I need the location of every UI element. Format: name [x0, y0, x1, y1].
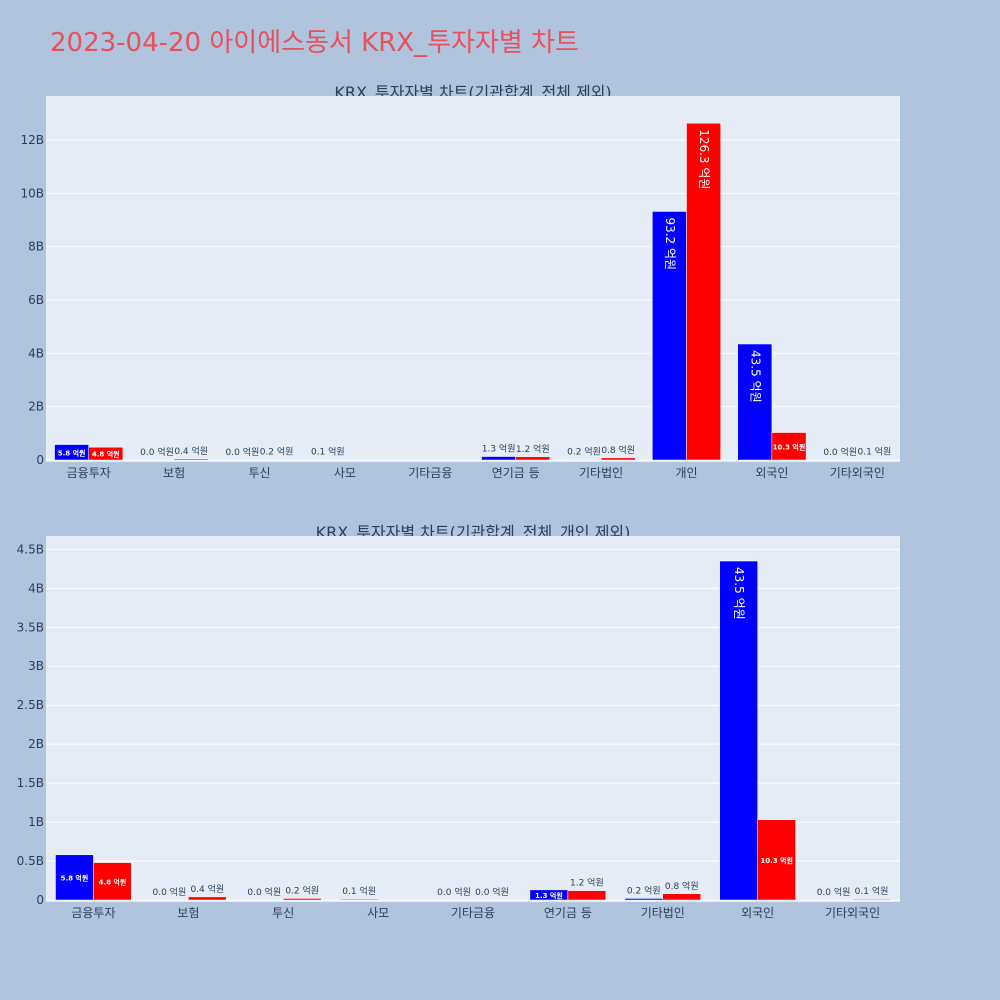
- x-tick-label: 사모: [334, 466, 356, 480]
- value-label: 0.4 억원: [190, 883, 224, 895]
- y-tick-label: 2.5B: [17, 698, 44, 712]
- y-tick-label: 3B: [28, 659, 44, 673]
- y-tick-label: 1.5B: [17, 776, 44, 790]
- value-label: 1.3 억원: [535, 891, 563, 900]
- value-label: 43.5 억원: [748, 350, 762, 403]
- value-label: 93.2 억원: [663, 217, 677, 270]
- x-tick-label: 연기금 등: [544, 906, 592, 920]
- x-tick-label: 금융투자: [67, 466, 111, 480]
- bar: [662, 893, 701, 901]
- x-tick-label: 기타외국인: [830, 466, 885, 480]
- value-label: 10.3 억원: [760, 856, 793, 865]
- value-label: 0.1 억원: [855, 885, 889, 897]
- y-tick-label: 10B: [20, 186, 44, 200]
- y-tick-label: 0: [36, 893, 44, 907]
- value-label: 0.2 억원: [627, 884, 661, 896]
- x-tick-label: 보험: [163, 466, 185, 480]
- value-label: 126.3 억원: [697, 129, 711, 189]
- value-label: 10.3 억원: [773, 442, 806, 451]
- x-tick-label: 기타금융: [451, 906, 495, 920]
- y-tick-label: 4B: [28, 346, 44, 360]
- value-label: 0.0 억원: [823, 446, 857, 458]
- value-label: 0.0 억원: [437, 886, 471, 898]
- bar: [93, 862, 132, 901]
- bar: [600, 457, 636, 461]
- bar: [624, 898, 664, 901]
- bar: [757, 819, 796, 901]
- value-label: 0.4 억원: [174, 445, 208, 457]
- bar: [173, 458, 209, 461]
- x-tick-label: 금융투자: [71, 906, 115, 920]
- value-label: 0.8 억원: [601, 444, 635, 456]
- bar: [567, 890, 607, 901]
- y-tick-label: 6B: [28, 293, 44, 307]
- value-label: 4.8 억원: [99, 877, 127, 886]
- x-tick-label: 개인: [675, 466, 697, 480]
- bar: [719, 560, 758, 901]
- x-tick-label: 기타외국인: [825, 906, 880, 920]
- value-label: 5.8 억원: [61, 873, 89, 882]
- y-tick-label: 1B: [28, 815, 44, 829]
- y-tick-label: 12B: [20, 133, 44, 147]
- y-tick-label: 4B: [28, 581, 44, 595]
- value-label: 0.0 억원: [817, 886, 851, 898]
- bar: [188, 896, 227, 901]
- value-label: 0.0 억원: [152, 886, 186, 898]
- page-title: 2023-04-20 아이에스동서 KRX_투자자별 차트: [50, 28, 579, 58]
- y-tick-label: 8B: [28, 240, 44, 254]
- bar: [282, 898, 322, 901]
- value-label: 0.0 억원: [140, 446, 174, 458]
- bar: [566, 459, 602, 461]
- y-tick-label: 4.5B: [17, 542, 44, 556]
- y-tick-label: 2B: [28, 400, 44, 414]
- y-tick-label: 0.5B: [17, 854, 44, 868]
- bar: [339, 898, 379, 901]
- value-label: 5.8 억원: [58, 448, 86, 457]
- bar: [481, 456, 516, 461]
- y-tick-label: 3.5B: [17, 620, 44, 634]
- bar: [686, 122, 721, 461]
- x-tick-label: 사모: [367, 906, 389, 920]
- bar: [771, 432, 807, 461]
- y-tick-label: 0: [36, 453, 44, 467]
- bar: [88, 446, 124, 461]
- x-tick-label: 투신: [272, 906, 294, 920]
- value-label: 0.2 억원: [260, 445, 294, 457]
- value-label: 0.2 억원: [285, 884, 319, 896]
- value-label: 0.1 억원: [342, 885, 376, 897]
- value-label: 0.1 억원: [858, 446, 892, 458]
- x-tick-label: 연기금 등: [492, 466, 540, 480]
- value-label: 0.2 억원: [567, 445, 601, 457]
- x-tick-label: 기타법인: [641, 906, 685, 920]
- value-label: 0.0 억원: [226, 446, 260, 458]
- value-label: 0.0 억원: [475, 886, 509, 898]
- value-label: 1.2 억원: [570, 877, 604, 889]
- x-tick-label: 투신: [248, 466, 270, 480]
- x-tick-label: 외국인: [755, 466, 788, 480]
- bar: [652, 211, 687, 461]
- value-label: 0.8 억원: [665, 880, 699, 892]
- value-label: 1.2 억원: [516, 443, 550, 455]
- value-label: 43.5 억원: [732, 567, 746, 620]
- value-label: 0.1 억원: [311, 446, 345, 458]
- value-label: 0.0 억원: [247, 886, 281, 898]
- chart-panel-2: 0 0.5B 1B 1.5B 2B 2.5B 3B 3.5B 4B 4.5B 금융투자 5.8 억원 4…: [17, 536, 900, 920]
- bar: [737, 343, 773, 461]
- x-tick-label: 기타금융: [408, 466, 452, 480]
- value-label: 1.3 억원: [482, 443, 516, 455]
- x-tick-label: 외국인: [741, 906, 774, 920]
- y-tick-label: 2B: [28, 737, 44, 751]
- value-label: 4.8 억원: [92, 450, 120, 459]
- x-tick-label: 기타법인: [579, 466, 623, 480]
- bar: [515, 456, 551, 461]
- x-tick-label: 보험: [177, 906, 199, 920]
- bar: [259, 459, 294, 461]
- bar: [852, 898, 891, 901]
